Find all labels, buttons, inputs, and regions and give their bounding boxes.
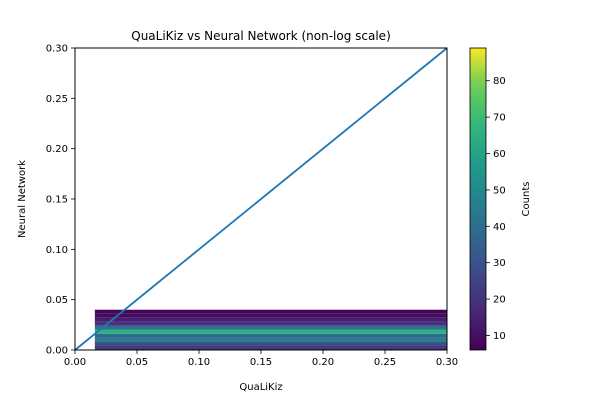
heatmap-cell-4 <box>94 329 447 334</box>
heatmap-cell-7 <box>94 317 447 322</box>
colorbar-tick-label-4: 50 <box>493 185 506 196</box>
chart-title: QuaLiKiz vs Neural Network (non-log scal… <box>131 29 391 43</box>
heatmap-cell-3 <box>94 333 447 338</box>
y-axis-label: Neural Network <box>17 160 28 238</box>
heatmap-cell-5 <box>94 325 447 330</box>
colorbar-tick-label-2: 30 <box>493 258 506 269</box>
colorbar-label: Counts <box>521 182 532 217</box>
heatmap-cell-1 <box>94 341 447 346</box>
heatmap-cells <box>94 309 447 350</box>
x-tick-label-0: 0.00 <box>64 357 86 368</box>
x-axis: 0.00 0.05 0.10 0.15 0.20 0.25 0.30 <box>64 350 458 368</box>
colorbar-tick-label-5: 60 <box>493 149 506 160</box>
y-tick-label-4: 0.20 <box>46 144 68 155</box>
x-tick-label-2: 0.10 <box>188 357 210 368</box>
heatmap-cell-2 <box>94 337 447 342</box>
colorbar-tick-label-0: 10 <box>493 331 506 342</box>
colorbar-tick-label-3: 40 <box>493 222 506 233</box>
x-tick-label-5: 0.25 <box>374 357 396 368</box>
y-tick-label-3: 0.15 <box>46 195 68 206</box>
heatmap-cell-9 <box>94 309 447 314</box>
heatmap-cell-0 <box>94 345 447 350</box>
x-tick-label-1: 0.05 <box>126 357 148 368</box>
heatmap-cell-8 <box>94 313 447 318</box>
y-tick-label-6: 0.30 <box>46 44 68 55</box>
colorbar-tick-label-7: 80 <box>493 76 506 87</box>
x-tick-label-3: 0.15 <box>250 357 272 368</box>
y-axis: 0.00 0.05 0.10 0.15 0.20 0.25 0.30 <box>46 44 75 357</box>
colorbar <box>469 47 487 351</box>
y-tick-label-2: 0.10 <box>46 245 68 256</box>
reference-line <box>74 47 448 351</box>
x-tick-label-6: 0.30 <box>436 357 458 368</box>
colorbar-tick-label-6: 70 <box>493 113 506 124</box>
y-tick-label-5: 0.25 <box>46 94 68 105</box>
heatmap-cell-6 <box>94 321 447 326</box>
x-axis-label: QuaLiKiz <box>239 382 282 393</box>
colorbar-ticks: 10 20 30 40 50 60 70 80 <box>486 76 506 342</box>
y-tick-label-1: 0.05 <box>46 295 68 306</box>
x-tick-label-4: 0.20 <box>312 357 334 368</box>
y-tick-label-0: 0.00 <box>46 346 68 357</box>
colorbar-tick-label-1: 20 <box>493 295 506 306</box>
